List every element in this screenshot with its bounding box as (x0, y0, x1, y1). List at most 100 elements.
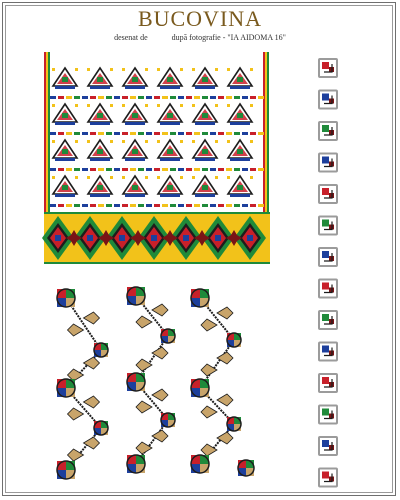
branch-leaf (151, 388, 169, 402)
rosette-petal (227, 333, 234, 340)
stripe-stitch (106, 204, 112, 207)
motif-dot (145, 104, 148, 107)
leaf-motif (121, 102, 149, 125)
motif-dot (250, 140, 253, 143)
rosette-petal (200, 298, 209, 307)
rosette-petal (238, 468, 246, 476)
leaf-motif (156, 138, 184, 161)
stripe-stitch (114, 168, 120, 171)
stripe-stitch (226, 168, 232, 171)
motif-dot (227, 140, 230, 143)
motif-dot (52, 104, 55, 107)
spiral-line (324, 316, 333, 325)
spiral-line (324, 410, 333, 420)
band-star (162, 230, 178, 246)
branch-leaf (151, 303, 169, 317)
motif-dot (250, 68, 253, 71)
stripe-stitch (194, 204, 200, 207)
stripe-stitch (210, 204, 216, 207)
band-diamond (170, 216, 202, 260)
branch-leaf (216, 351, 234, 365)
rosette-petal (200, 464, 209, 473)
rosette-ring (226, 332, 242, 348)
side-bar-stripe (48, 52, 50, 212)
motif-base (195, 158, 215, 161)
motif-center (62, 113, 68, 118)
stripe-stitch (50, 132, 56, 135)
rosette-petal (127, 287, 136, 296)
band-star (226, 230, 242, 246)
stripe-stitch (202, 168, 208, 171)
spiral-line (324, 347, 333, 357)
motif-center (97, 77, 103, 82)
band-diamond (74, 216, 106, 260)
motif-base (90, 86, 110, 89)
stripe-stitch (226, 132, 232, 135)
stripe-stitch (74, 132, 80, 135)
stripe-stitch (178, 168, 184, 171)
stripe-stitch (234, 204, 240, 207)
rosette-petal (191, 455, 200, 464)
rosette-petal (66, 388, 75, 397)
branch-leaf (82, 356, 101, 370)
motif-center (167, 77, 173, 82)
leaf-shape (82, 395, 101, 409)
stripe-stitch (122, 168, 128, 171)
branch-leaf (216, 393, 234, 407)
spiral-square (318, 89, 338, 110)
rosette-petal (136, 464, 145, 473)
page-frame (2, 2, 396, 496)
horizontal-stripe (50, 96, 264, 99)
flower-rosette (56, 460, 76, 480)
rosette-ring (56, 378, 76, 398)
band-diamond (106, 216, 138, 260)
band-diamond (234, 216, 266, 260)
rosette-ring (93, 420, 109, 436)
motif-dot (75, 176, 78, 179)
stripe-stitch (250, 96, 256, 99)
motif-dot (87, 68, 90, 71)
star-shape (66, 230, 82, 246)
stripe-stitch (178, 96, 184, 99)
rosette-petal (191, 388, 200, 397)
stripe-stitch (130, 96, 136, 99)
motif-dot (122, 68, 125, 71)
motif-dot (215, 68, 218, 71)
flower-rosette (237, 459, 255, 477)
branch-leaf (135, 400, 153, 414)
spiral-line (324, 284, 333, 294)
stripe-stitch (194, 96, 200, 99)
spiral-line (324, 64, 333, 73)
branch-leaf (66, 368, 85, 382)
stripe-stitch (162, 168, 168, 171)
stripe-stitch (58, 132, 64, 135)
stripe-stitch (58, 168, 64, 171)
leaf-shape (216, 393, 234, 407)
page-subtitle: desenat de după fotografie - "IA AIDOMA 1… (0, 33, 400, 42)
motif-dot (180, 176, 183, 179)
spiral-square (318, 58, 338, 78)
flower-branch-pattern (56, 286, 255, 480)
motif-center (237, 185, 243, 190)
band-diamond (202, 216, 234, 260)
upper-motif-panel (44, 52, 269, 212)
rosette-petal (191, 464, 200, 473)
rosette-petal (161, 413, 168, 420)
stripe-stitch (154, 96, 160, 99)
branch-leaf (216, 431, 234, 445)
branch-leaf (135, 441, 153, 455)
motif-base (125, 194, 145, 197)
stripe-stitch (234, 168, 240, 171)
page-title: BUCOVINA (137, 6, 263, 31)
subtitle-author-prefix: desenat de (114, 33, 148, 42)
leaf-shape (151, 303, 169, 317)
stripe-stitch (226, 204, 232, 207)
flower-rosette (190, 288, 210, 308)
stripe-stitch (218, 204, 224, 207)
rosette-petal (136, 373, 145, 382)
stripe-stitch (202, 204, 208, 207)
motif-dot (52, 140, 55, 143)
rosette-petal (161, 420, 168, 427)
spiral-line (324, 473, 333, 483)
spiral-accent (322, 345, 329, 353)
